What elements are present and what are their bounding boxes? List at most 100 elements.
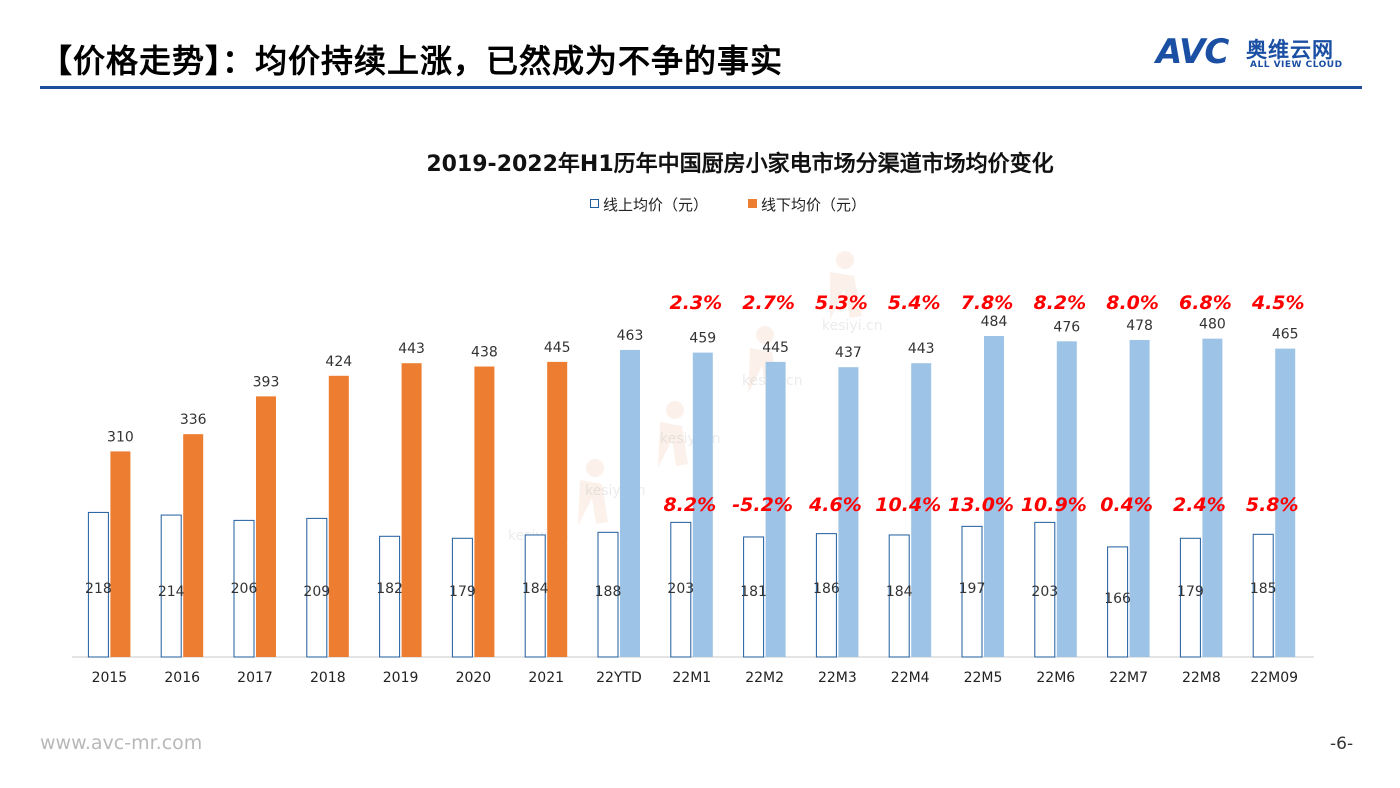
category-tick-label: 22YTD bbox=[596, 670, 642, 686]
legend-swatch-offline bbox=[748, 199, 757, 208]
online-value-label: 206 bbox=[231, 581, 258, 597]
online-price-bar bbox=[87, 511, 109, 658]
category-tick-label: 22M6 bbox=[1036, 670, 1075, 686]
offline-value-label: 336 bbox=[180, 412, 207, 428]
offline-value-label: 393 bbox=[253, 374, 280, 390]
online-price-bar bbox=[524, 534, 546, 658]
online-value-label: 166 bbox=[1104, 591, 1131, 607]
online-value-label: 179 bbox=[1177, 584, 1204, 600]
offline-price-bar bbox=[183, 434, 204, 657]
offline-price-bar bbox=[110, 451, 131, 657]
online-value-label: 186 bbox=[813, 581, 840, 597]
logo-cn-text: 奥维云网 bbox=[1246, 38, 1334, 62]
offline-price-bar bbox=[765, 361, 786, 657]
offline-price-bar bbox=[984, 336, 1004, 657]
category-tick-label: 2019 bbox=[383, 670, 419, 686]
online-value-label: 181 bbox=[740, 584, 767, 600]
category-tick-label: 2016 bbox=[164, 670, 200, 686]
online-price-bar bbox=[306, 517, 328, 658]
category-tick-label: 2021 bbox=[528, 670, 564, 686]
offline-value-label: 478 bbox=[1126, 318, 1153, 334]
online-growth-label: 10.4% bbox=[875, 494, 941, 516]
online-value-label: 209 bbox=[303, 584, 330, 600]
offline-value-label: 424 bbox=[325, 354, 352, 370]
online-value-label: 197 bbox=[959, 581, 986, 597]
offline-growth-label: 2.7% bbox=[742, 292, 795, 314]
footer-url: www.avc-mr.com bbox=[40, 732, 203, 754]
online-price-bar bbox=[743, 536, 765, 658]
offline-growth-label: 6.8% bbox=[1179, 292, 1232, 314]
legend-label-offline: 线下均价（元） bbox=[761, 196, 867, 214]
online-value-label: 182 bbox=[376, 581, 403, 597]
online-value-label: 203 bbox=[1031, 584, 1058, 600]
online-growth-label: -5.2% bbox=[732, 494, 793, 516]
offline-price-bar bbox=[401, 363, 422, 657]
offline-value-label: 437 bbox=[835, 345, 862, 361]
category-tick-label: 22M1 bbox=[672, 670, 711, 686]
online-value-label: 188 bbox=[595, 584, 622, 600]
online-growth-label: 8.2% bbox=[663, 494, 716, 516]
offline-value-label: 463 bbox=[617, 328, 644, 344]
offline-price-bar bbox=[547, 361, 568, 657]
offline-value-label: 480 bbox=[1199, 317, 1226, 333]
online-value-label: 218 bbox=[85, 581, 112, 597]
online-value-label: 203 bbox=[667, 581, 694, 597]
offline-growth-label: 5.3% bbox=[815, 292, 868, 314]
offline-price-bar bbox=[328, 375, 349, 657]
category-tick-label: 22M5 bbox=[964, 670, 1003, 686]
offline-price-bar bbox=[620, 349, 640, 657]
offline-price-bar bbox=[692, 352, 713, 657]
offline-growth-label: 7.8% bbox=[961, 292, 1014, 314]
category-tick-label: 2018 bbox=[310, 670, 346, 686]
online-value-label: 179 bbox=[449, 584, 476, 600]
offline-price-bar bbox=[256, 396, 276, 657]
legend-swatch-online bbox=[590, 199, 599, 208]
online-price-bar bbox=[597, 531, 619, 658]
online-value-label: 184 bbox=[886, 584, 913, 600]
online-price-bar bbox=[233, 519, 255, 658]
offline-growth-label: 4.5% bbox=[1251, 292, 1305, 314]
online-price-bar bbox=[1252, 533, 1274, 658]
online-growth-label: 4.6% bbox=[808, 494, 862, 516]
title-divider bbox=[40, 86, 1362, 89]
online-price-bar bbox=[1034, 521, 1056, 658]
category-tick-label: 2015 bbox=[92, 670, 128, 686]
online-price-bar bbox=[961, 525, 983, 658]
offline-price-bar bbox=[1056, 341, 1077, 657]
online-value-label: 185 bbox=[1250, 581, 1277, 597]
page-title: 【价格走势】：均价持续上涨，已然成为不争的事实 bbox=[40, 42, 784, 80]
offline-growth-label: 8.2% bbox=[1033, 292, 1086, 314]
offline-price-bar bbox=[1202, 338, 1223, 657]
online-growth-label: 2.4% bbox=[1173, 494, 1226, 516]
offline-growth-label: 2.3% bbox=[669, 292, 722, 314]
category-tick-label: 22M4 bbox=[891, 670, 930, 686]
watermark-text: kesiyi.cn bbox=[822, 318, 883, 334]
legend-item-offline: 线下均价（元） bbox=[748, 194, 866, 215]
offline-price-bar bbox=[474, 366, 495, 657]
category-tick-label: 2020 bbox=[456, 670, 492, 686]
online-value-label: 214 bbox=[158, 584, 185, 600]
online-growth-label: 0.4% bbox=[1100, 494, 1153, 516]
offline-value-label: 443 bbox=[398, 341, 425, 357]
legend-item-online: 线上均价（元） bbox=[590, 194, 708, 215]
offline-value-label: 445 bbox=[762, 340, 789, 356]
avc-logo: AVC 奥维云网 ALL VIEW CLOUD bbox=[1156, 32, 1366, 76]
offline-growth-label: 5.4% bbox=[888, 292, 941, 314]
online-growth-label: 10.9% bbox=[1021, 494, 1087, 516]
online-price-bar bbox=[451, 537, 473, 658]
online-price-bar bbox=[160, 514, 182, 658]
online-price-bar bbox=[379, 535, 401, 658]
offline-value-label: 465 bbox=[1272, 327, 1299, 343]
online-value-label: 184 bbox=[522, 581, 549, 597]
online-price-bar bbox=[888, 534, 910, 658]
online-price-bar bbox=[1107, 546, 1129, 658]
offline-value-label: 459 bbox=[689, 331, 716, 347]
online-price-bar bbox=[670, 521, 692, 658]
online-price-bar bbox=[815, 533, 837, 658]
category-tick-label: 22M8 bbox=[1182, 670, 1221, 686]
offline-value-label: 438 bbox=[471, 345, 498, 361]
logo-en-text: ALL VIEW CLOUD bbox=[1250, 60, 1343, 70]
category-tick-label: 22M2 bbox=[745, 670, 784, 686]
category-tick-label: 22M09 bbox=[1250, 670, 1298, 686]
logo-mark: AVC bbox=[1156, 32, 1229, 72]
